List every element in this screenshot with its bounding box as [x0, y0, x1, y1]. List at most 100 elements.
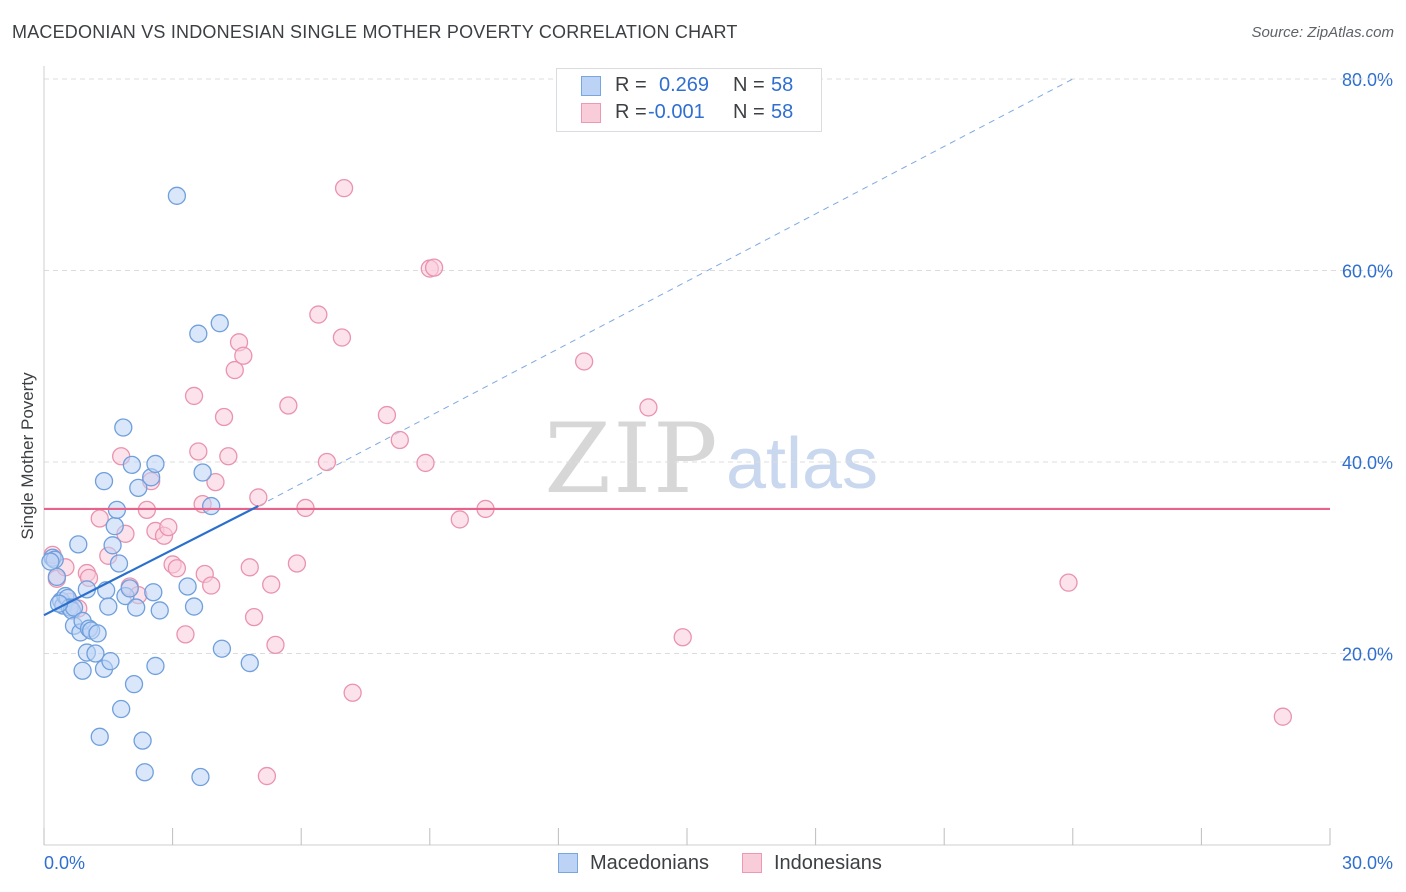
macedonians-point	[150, 601, 169, 620]
indonesians-point	[266, 635, 285, 655]
r-value-indonesians: -0.001	[648, 101, 705, 123]
y-tick-label: 20.0%	[1342, 645, 1393, 665]
macedonians-point	[144, 583, 163, 602]
macedonians-swatch	[581, 76, 601, 96]
macedonians-point	[146, 454, 165, 474]
correlation-legend: R = 0.269 N = 58 R = -0.001 N = 58	[556, 68, 822, 132]
macedonians-point	[133, 731, 152, 750]
indonesians-point	[639, 398, 658, 417]
x-tick-label: 0.0%	[44, 853, 85, 873]
indonesians-point	[225, 360, 244, 380]
indonesians-point	[240, 558, 259, 577]
indonesians-point	[159, 517, 178, 537]
indonesians-point	[167, 559, 187, 578]
indonesians-point	[189, 442, 208, 461]
macedonians-point	[167, 186, 187, 205]
chart-title: MACEDONIAN VS INDONESIAN SINGLE MOTHER P…	[12, 22, 738, 42]
macedonians-point	[112, 699, 131, 719]
macedonians-point	[101, 652, 120, 671]
macedonians-point	[135, 763, 154, 782]
legend-row-macedonians: R = 0.269 N = 58	[557, 72, 821, 100]
n-label: N =	[733, 101, 765, 123]
r-label: R =	[615, 101, 647, 123]
macedonians-point	[240, 653, 259, 673]
watermark-zip: ZIP	[544, 403, 719, 515]
macedonians-point	[41, 552, 60, 571]
macedonians-point	[114, 418, 133, 437]
macedonians-point	[122, 455, 142, 475]
n-label: N =	[733, 74, 765, 96]
indonesians-point	[450, 510, 469, 529]
indonesians-point	[424, 258, 444, 277]
legend-row-indonesians: R = -0.001 N = 58	[557, 99, 821, 127]
indonesians-legend-label: Indonesians	[774, 852, 882, 874]
macedonians-point	[212, 639, 232, 658]
indonesians-point	[377, 405, 397, 425]
y-axis-label: Single Mother Poverty	[18, 372, 37, 540]
indonesians-point	[317, 452, 337, 472]
macedonians-point	[88, 624, 107, 643]
indonesians-point	[416, 453, 435, 473]
indonesians-point	[184, 386, 204, 406]
indonesians-point	[257, 766, 277, 786]
macedonians-point	[47, 567, 67, 587]
indonesians-point	[249, 488, 268, 507]
y-tick-label: 80.0%	[1342, 70, 1393, 90]
watermark: ZIP atlas	[544, 403, 878, 515]
macedonians-trend-line	[43, 505, 259, 617]
r-value-macedonians: 0.269	[659, 74, 710, 96]
macedonians-point	[127, 598, 146, 617]
macedonians-point	[178, 577, 197, 596]
indonesians-point	[334, 179, 354, 198]
macedonians-point	[202, 496, 221, 516]
macedonians-legend-label: Macedonians	[590, 852, 709, 874]
indonesians-point	[234, 346, 253, 365]
indonesians-point	[219, 447, 238, 466]
indonesians-point	[1273, 707, 1292, 726]
source-label: Source: ZipAtlas.com	[1251, 24, 1394, 41]
macedonians-point	[73, 661, 92, 680]
indonesians-point	[214, 407, 234, 427]
y-tick-label: 40.0%	[1342, 453, 1393, 473]
indonesians-swatch	[581, 103, 601, 123]
indonesians-point	[244, 607, 264, 627]
indonesians-point	[279, 396, 298, 415]
n-value-macedonians: 58	[771, 74, 794, 96]
indonesians-point	[1059, 573, 1078, 592]
x-tick-label: 30.0%	[1342, 853, 1393, 873]
indonesians-point	[262, 575, 281, 594]
macedonians-point	[189, 324, 208, 343]
y-tick-label: 60.0%	[1342, 262, 1393, 282]
macedonians-point	[193, 463, 212, 482]
r-label: R =	[615, 74, 647, 96]
macedonians-point	[99, 597, 118, 616]
macedonians-point	[103, 536, 122, 555]
macedonians-point	[124, 674, 144, 694]
macedonians-point	[210, 314, 229, 333]
macedonians-point	[109, 554, 129, 573]
indonesians-point	[176, 625, 195, 644]
macedonians-point	[146, 656, 165, 676]
macedonians-point	[120, 579, 139, 598]
watermark-atlas: atlas	[726, 424, 878, 504]
macedonians-point	[191, 767, 210, 787]
indonesians-legend-swatch	[742, 853, 762, 873]
macedonians-point	[90, 727, 109, 746]
macedonians-point	[105, 517, 124, 536]
indonesians-point	[574, 352, 594, 371]
indonesians-point	[390, 430, 409, 450]
indonesians-point	[202, 576, 221, 595]
macedonians-legend-swatch	[558, 853, 578, 873]
macedonians-point	[86, 644, 105, 663]
macedonians-point	[129, 478, 148, 498]
macedonians-point	[184, 597, 204, 616]
indonesians-point	[343, 683, 362, 702]
indonesians-point	[673, 628, 692, 647]
n-value-indonesians: 58	[771, 101, 794, 123]
indonesians-point	[332, 328, 352, 347]
indonesians-point	[206, 472, 225, 492]
indonesians-point	[90, 509, 109, 528]
indonesians-point	[309, 305, 328, 324]
macedonians-point	[69, 535, 88, 554]
